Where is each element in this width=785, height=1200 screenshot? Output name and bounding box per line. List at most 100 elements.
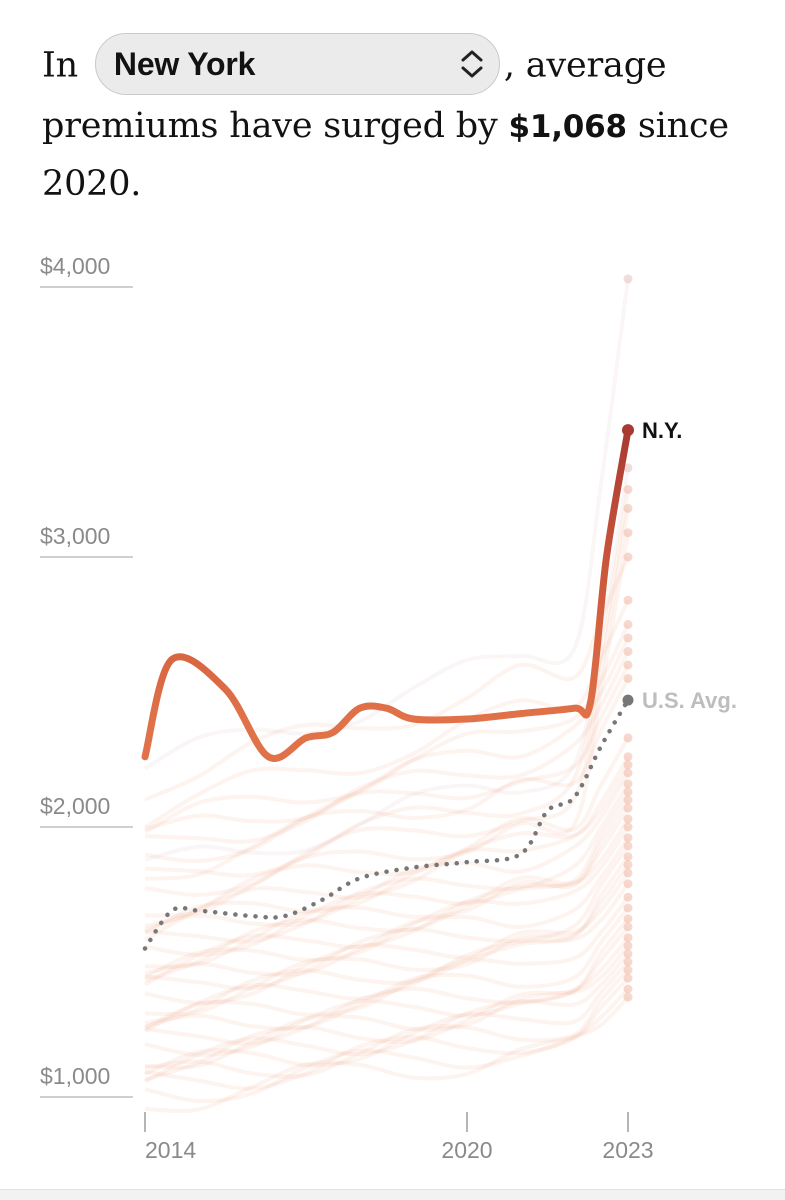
background-state-line [143, 278, 630, 771]
x-tick-label: 2023 [602, 1137, 653, 1163]
background-state-endpoint [623, 814, 633, 824]
background-state-line [144, 863, 630, 1017]
background-state-line [144, 987, 630, 1104]
background-state-line [144, 532, 630, 918]
x-tick-label: 2014 [145, 1137, 196, 1163]
headline-prefix: In [42, 45, 78, 86]
background-state-endpoint [623, 803, 633, 813]
background-state-endpoint [623, 528, 633, 538]
background-state-endpoint [623, 647, 633, 656]
background-state-line [144, 650, 630, 844]
background-state-endpoint [623, 552, 633, 562]
background-state-endpoint [623, 892, 633, 902]
background-state-line [144, 895, 630, 1030]
background-state-endpoint [623, 879, 633, 889]
background-state-line [144, 960, 630, 1076]
background-state-line [144, 790, 630, 957]
y-tick-label: $3,000 [40, 523, 110, 549]
background-state-line [144, 836, 630, 977]
background-state-line [144, 944, 630, 1082]
background-state-line [144, 882, 630, 1033]
background-state-line [144, 508, 630, 897]
background-state-endpoint [623, 463, 633, 473]
background-state-endpoint [623, 957, 633, 967]
x-tick-label: 2020 [441, 1137, 492, 1163]
ny-line [141, 426, 632, 762]
background-state-endpoint [623, 660, 633, 670]
us-average-label: U.S. Avg. [642, 688, 737, 713]
background-state-endpoint [623, 595, 633, 605]
background-state-endpoint [623, 973, 633, 983]
background-state-endpoint [623, 833, 633, 843]
background-state-endpoint [623, 768, 633, 778]
background-state-line [144, 755, 630, 942]
background-state-endpoint [623, 752, 633, 762]
background-state-endpoint [623, 984, 633, 994]
background-state-endpoint [623, 674, 633, 683]
background-state-endpoint [623, 274, 633, 284]
background-state-line [144, 807, 630, 983]
background-state-endpoint [623, 903, 633, 913]
y-tick-label: $1,000 [40, 1063, 110, 1089]
background-series [143, 274, 633, 1113]
y-tick-label: $4,000 [40, 253, 110, 279]
background-state-endpoint [623, 485, 633, 494]
background-state-line [144, 763, 630, 935]
state-select-value: New York [113, 45, 256, 82]
headline: In New York , average premiums have surg… [42, 33, 762, 213]
background-state-endpoint [623, 933, 633, 943]
background-state-endpoint [623, 949, 633, 959]
headline-suffix: since 2020. [42, 106, 729, 204]
state-select[interactable]: New York [94, 33, 500, 95]
ny-label: N.Y. [642, 418, 682, 443]
background-state-line [144, 871, 630, 1030]
y-tick-label: $2,000 [40, 793, 110, 819]
background-state-endpoint [623, 992, 633, 1002]
ny-endpoint [622, 424, 634, 437]
background-state-endpoint [623, 822, 633, 832]
background-state-line [144, 906, 630, 1031]
background-state-line [144, 782, 630, 944]
background-state-line [144, 995, 630, 1113]
background-state-line [144, 844, 630, 991]
background-state-endpoint [623, 941, 633, 951]
background-state-endpoint [623, 852, 633, 862]
us-average-series [142, 694, 634, 951]
background-state-endpoint [623, 633, 633, 643]
background-state-line [144, 736, 630, 932]
headline-amount: $1,068 [508, 109, 627, 145]
background-state-line [144, 952, 630, 1084]
background-state-line [144, 817, 630, 987]
background-state-endpoint [623, 965, 633, 975]
y-grid: $4,000 $3,000 $2,000 $1,000 [40, 253, 133, 1098]
background-state-line [144, 976, 630, 1091]
highlighted-series [141, 424, 634, 762]
background-state-line [144, 855, 630, 1005]
background-state-endpoint [623, 779, 633, 789]
background-state-line [144, 936, 630, 1070]
us-average-line [142, 697, 631, 951]
background-state-line [143, 599, 630, 830]
background-state-endpoint [623, 787, 633, 797]
us-average-endpoint [622, 694, 634, 706]
chevron-up-down-icon [459, 49, 485, 79]
headline-mid: , average premiums have surged by [42, 45, 667, 147]
background-state-endpoint [623, 860, 633, 870]
x-axis: 2014 2020 2023 [144, 1112, 654, 1163]
background-state-endpoint [623, 914, 633, 924]
background-state-line [144, 968, 630, 1079]
background-state-endpoint [623, 503, 633, 513]
background-state-endpoint [623, 733, 633, 743]
background-state-line [144, 925, 630, 1057]
background-state-endpoint [623, 620, 633, 629]
background-state-endpoint [623, 841, 633, 851]
background-state-endpoint [623, 922, 633, 932]
background-state-line [144, 825, 630, 980]
background-state-endpoint [623, 868, 633, 878]
background-state-endpoint [623, 760, 633, 770]
background-state-line [144, 664, 630, 864]
background-state-line [144, 798, 630, 969]
background-state-line [144, 556, 630, 802]
background-state-line [144, 677, 630, 881]
